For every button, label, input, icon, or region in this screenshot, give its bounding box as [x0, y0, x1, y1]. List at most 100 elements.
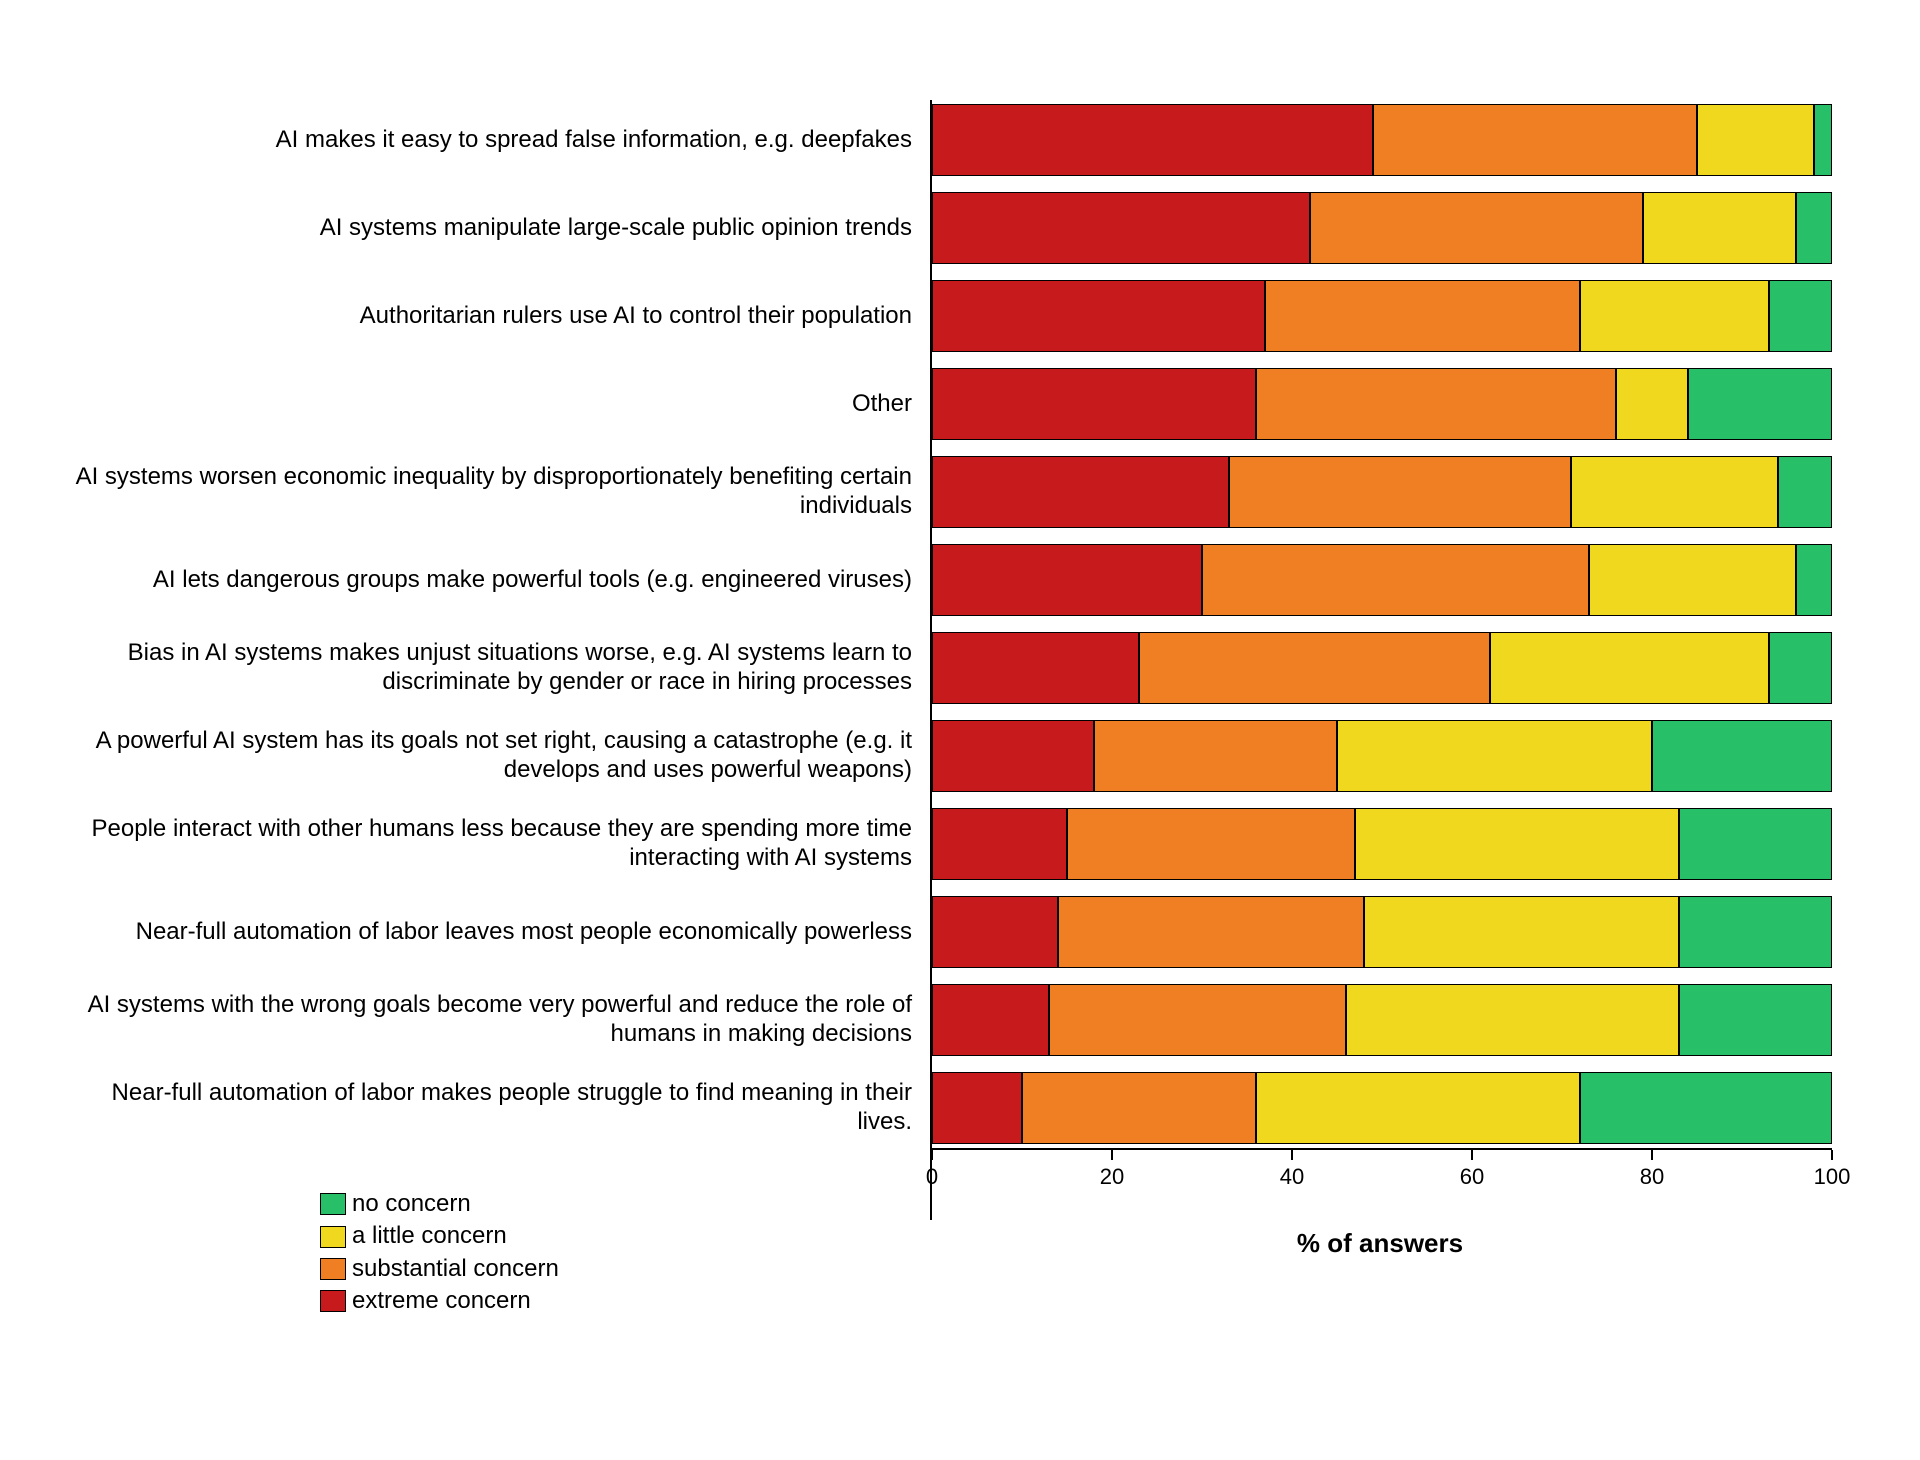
bar-segment-extreme — [932, 632, 1139, 704]
chart-row: AI systems with the wrong goals become v… — [60, 980, 1860, 1060]
bar-segment-none — [1688, 368, 1832, 440]
row-label: AI lets dangerous groups make powerful t… — [60, 540, 930, 620]
legend-item-little: a little concern — [320, 1220, 559, 1252]
legend-item-extreme: extreme concern — [320, 1285, 559, 1317]
stacked-bar — [932, 720, 1832, 792]
row-gap — [60, 356, 1860, 364]
row-plot-area — [930, 452, 1830, 532]
tick-label: 80 — [1640, 1164, 1664, 1190]
row-plot — [930, 276, 1830, 356]
chart-row: People interact with other humans less b… — [60, 804, 1860, 884]
bar-segment-little — [1697, 104, 1814, 176]
chart-row: Other — [60, 364, 1860, 444]
bar-segment-little — [1346, 984, 1679, 1056]
row-label: Authoritarian rulers use AI to control t… — [60, 276, 930, 356]
row-gap — [60, 972, 1860, 980]
row-label: A powerful AI system has its goals not s… — [60, 716, 930, 796]
bar-segment-none — [1778, 456, 1832, 528]
bar-segment-none — [1580, 1072, 1832, 1144]
bar-segment-substantial — [1049, 984, 1346, 1056]
bar-segment-substantial — [1310, 192, 1643, 264]
tick-label: 0 — [926, 1164, 938, 1190]
bar-segment-little — [1364, 896, 1679, 968]
concern-chart: AI makes it easy to spread false informa… — [60, 100, 1860, 1220]
bar-segment-extreme — [932, 1072, 1022, 1144]
row-gap — [60, 180, 1860, 188]
stacked-bar — [932, 104, 1832, 176]
x-axis: 020406080100 — [930, 1148, 1832, 1220]
row-plot — [930, 188, 1830, 268]
row-label: AI systems with the wrong goals become v… — [60, 980, 930, 1060]
bar-segment-extreme — [932, 104, 1373, 176]
bar-segment-substantial — [1202, 544, 1589, 616]
row-plot — [930, 1068, 1830, 1148]
bar-segment-extreme — [932, 720, 1094, 792]
bar-segment-none — [1814, 104, 1832, 176]
bar-segment-none — [1679, 808, 1832, 880]
row-plot — [930, 452, 1830, 532]
row-gap — [60, 532, 1860, 540]
tick-mark — [1291, 1150, 1293, 1160]
row-plot — [930, 100, 1830, 180]
bar-segment-little — [1616, 368, 1688, 440]
stacked-bar — [932, 808, 1832, 880]
bar-segment-none — [1796, 544, 1832, 616]
bar-segment-none — [1796, 192, 1832, 264]
bar-segment-none — [1679, 984, 1832, 1056]
bar-segment-little — [1337, 720, 1652, 792]
stacked-bar — [932, 456, 1832, 528]
row-label: Bias in AI systems makes unjust situatio… — [60, 628, 930, 708]
bar-segment-substantial — [1067, 808, 1355, 880]
bar-segment-none — [1769, 632, 1832, 704]
bar-segment-extreme — [932, 456, 1229, 528]
legend-item-substantial: substantial concern — [320, 1253, 559, 1285]
chart-row: AI lets dangerous groups make powerful t… — [60, 540, 1860, 620]
bar-segment-little — [1643, 192, 1796, 264]
row-label: People interact with other humans less b… — [60, 804, 930, 884]
row-label: Near-full automation of labor leaves mos… — [60, 892, 930, 972]
bar-segment-none — [1652, 720, 1832, 792]
legend-label: no concern — [352, 1188, 471, 1220]
stacked-bar — [932, 984, 1832, 1056]
bar-segment-little — [1580, 280, 1769, 352]
tick-label: 20 — [1100, 1164, 1124, 1190]
chart-row: AI systems worsen economic inequality by… — [60, 452, 1860, 532]
legend-label: a little concern — [352, 1220, 507, 1252]
legend-item-none: no concern — [320, 1188, 559, 1220]
row-gap — [60, 620, 1860, 628]
legend-swatch-extreme — [320, 1290, 346, 1312]
chart-row: Near-full automation of labor leaves mos… — [60, 892, 1860, 972]
bar-segment-extreme — [932, 808, 1067, 880]
bar-segment-substantial — [1094, 720, 1337, 792]
chart-row: AI systems manipulate large-scale public… — [60, 188, 1860, 268]
bar-segment-extreme — [932, 544, 1202, 616]
row-plot-area — [930, 276, 1830, 356]
row-label: AI systems manipulate large-scale public… — [60, 188, 930, 268]
bar-segment-extreme — [932, 280, 1265, 352]
chart-row: AI makes it easy to spread false informa… — [60, 100, 1860, 180]
row-gap — [60, 796, 1860, 804]
legend-swatch-substantial — [320, 1258, 346, 1280]
row-plot — [930, 804, 1830, 884]
row-plot-area — [930, 364, 1830, 444]
bar-segment-extreme — [932, 368, 1256, 440]
row-plot — [930, 892, 1830, 972]
legend-swatch-little — [320, 1226, 346, 1248]
bar-segment-little — [1355, 808, 1679, 880]
tick-mark — [1111, 1150, 1113, 1160]
row-gap — [60, 884, 1860, 892]
row-gap — [60, 708, 1860, 716]
stacked-bar — [932, 1072, 1832, 1144]
legend-label: extreme concern — [352, 1285, 531, 1317]
row-plot-area — [930, 980, 1830, 1060]
row-label: AI systems worsen economic inequality by… — [60, 452, 930, 532]
legend-swatch-none — [320, 1193, 346, 1215]
stacked-bar — [932, 192, 1832, 264]
row-plot — [930, 980, 1830, 1060]
row-plot-area — [930, 188, 1830, 268]
bar-segment-substantial — [1256, 368, 1616, 440]
bar-segment-extreme — [932, 192, 1310, 264]
chart-rows: AI makes it easy to spread false informa… — [60, 100, 1860, 1148]
row-plot-area — [930, 716, 1830, 796]
bar-segment-substantial — [1058, 896, 1364, 968]
